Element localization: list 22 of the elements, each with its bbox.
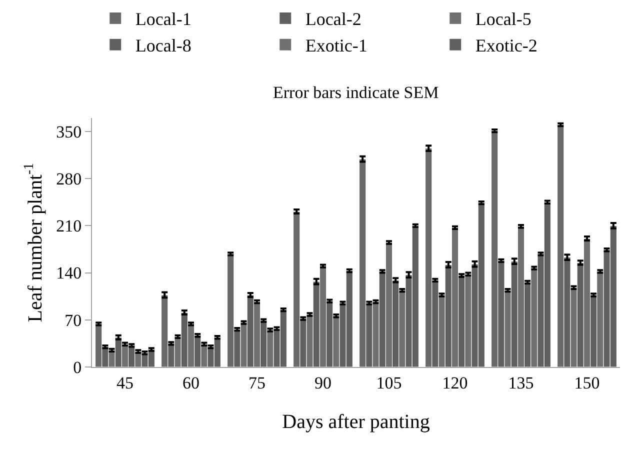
legend-label: Local-2 <box>305 9 362 30</box>
legend-label: Exotic-1 <box>305 36 368 56</box>
x-tick-label: 120 <box>442 373 468 392</box>
x-axis-title: Days after panting <box>282 410 430 433</box>
legend-label: Local-1 <box>135 9 192 30</box>
y-tick-label: 280 <box>56 170 82 189</box>
y-tick-label: 0 <box>73 358 82 377</box>
x-tick-label: 105 <box>376 373 402 392</box>
y-tick-label: 210 <box>56 216 82 236</box>
x-tick-label: 150 <box>574 373 600 392</box>
legend-label: Local-8 <box>135 36 192 56</box>
legend-label: Exotic-2 <box>475 36 538 56</box>
x-tick-label: 75 <box>248 373 266 392</box>
legend-label: Local-5 <box>475 9 532 30</box>
x-tick-label: 135 <box>508 373 534 392</box>
y-tick-label: 70 <box>64 310 82 330</box>
y-tick-label: 350 <box>56 122 82 142</box>
x-tick-label: 90 <box>314 373 332 392</box>
x-tick-label: 60 <box>182 373 200 392</box>
x-tick-label: 45 <box>116 373 134 392</box>
chart-subtitle: Error bars indicate SEM <box>273 83 439 102</box>
y-tick-label: 140 <box>56 264 82 283</box>
